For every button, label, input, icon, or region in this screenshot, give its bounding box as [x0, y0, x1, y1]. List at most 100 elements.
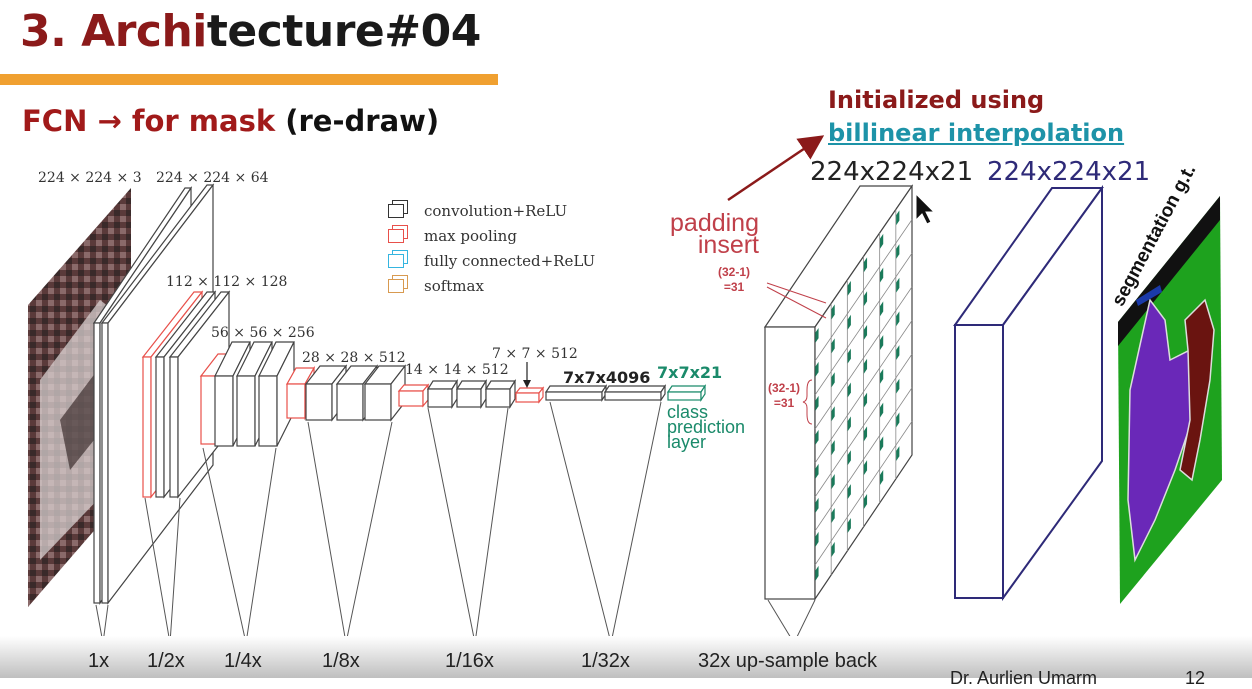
- inserted-value-dot: [896, 345, 900, 360]
- inserted-value-dot: [847, 484, 851, 500]
- author-credit: Dr. Aurlien Umarm: [950, 668, 1098, 688]
- inserted-value-dot: [896, 446, 900, 462]
- grid-line: [814, 286, 913, 430]
- class-prediction-label: class prediction layer: [667, 402, 746, 452]
- inserted-value-dot: [815, 565, 819, 581]
- inserted-value-dot: [847, 314, 851, 330]
- inserted-value-dot: [879, 368, 884, 384]
- inserted-value-dot: [815, 361, 819, 377]
- inserted-value-dot: [815, 429, 819, 445]
- inserted-value-dot: [863, 291, 868, 307]
- grid-line: [814, 219, 913, 362]
- subtitle-redraw: (re-draw): [285, 104, 440, 138]
- inserted-value-dot: [847, 382, 851, 398]
- scale-label-eighth: 1/8x: [322, 650, 360, 672]
- scale-label-half: 1/2x: [147, 650, 185, 672]
- inserted-value-dot: [863, 358, 868, 374]
- grid-line: [814, 320, 913, 464]
- legend-item-maxpool: max pooling: [388, 223, 595, 248]
- inserted-value-dot: [815, 497, 819, 513]
- inserted-value-dot: [863, 257, 868, 273]
- inserted-value-dot: [879, 267, 884, 283]
- inserted-value-dot: [896, 378, 900, 394]
- init-note-link: billinear interpolation: [828, 119, 1125, 147]
- pool1-blocks: [141, 290, 231, 499]
- pool3-blocks: [285, 364, 407, 422]
- grid-line: [814, 387, 913, 532]
- legend-swatch-conv: [388, 199, 408, 218]
- inserted-value-dot: [815, 463, 819, 479]
- dim-label-conv1: 224 × 224 × 64: [156, 170, 269, 186]
- inserted-value-dot: [879, 233, 884, 249]
- inserted-value-dot: [847, 280, 851, 296]
- inserted-value-dot: [847, 450, 851, 466]
- scale-label-quarter: 1/4x: [224, 650, 262, 672]
- dim-label-conv5: 14 × 14 × 512: [405, 362, 509, 378]
- inserted-value-dot: [815, 531, 819, 547]
- pool2-blocks: [199, 341, 295, 447]
- inserted-value-dot: [847, 348, 851, 364]
- legend-swatch-maxpool: [388, 224, 408, 243]
- grid-line: [814, 353, 913, 498]
- inserted-value-dot: [896, 311, 900, 327]
- padding-mid-value: (32-1) =31: [767, 381, 800, 410]
- class-prediction-block: [666, 384, 707, 402]
- slide-title: 3. Architecture#04: [20, 6, 481, 57]
- segmentation-gt-image: [1118, 196, 1222, 604]
- subtitle-fcn: FCN → for mask: [22, 104, 276, 138]
- inserted-value-dot: [831, 304, 835, 320]
- inserted-value-dot: [863, 426, 868, 442]
- legend-swatch-fc: [388, 249, 408, 268]
- inserted-value-dot: [896, 210, 900, 226]
- legend-item-softmax: softmax: [388, 273, 595, 298]
- dim-label-conv2: 112 × 112 × 128: [166, 274, 288, 290]
- dim-label-fc: 7x7x4096: [563, 368, 651, 387]
- inserted-value-dot: [831, 440, 835, 456]
- grid-line: [814, 253, 913, 396]
- legend: convolution+ReLU max pooling fully conne…: [388, 198, 595, 298]
- dim-label-conv4: 28 × 28 × 512: [302, 350, 406, 366]
- inserted-value-dots: [815, 210, 900, 581]
- inserted-value-dot: [879, 470, 884, 485]
- footer-bar: [0, 636, 1252, 678]
- result-volume: [953, 184, 1104, 602]
- init-arrow: [727, 135, 825, 202]
- inserted-value-dot: [879, 335, 884, 350]
- upsampled-volume: [763, 184, 914, 601]
- inserted-value-dot: [815, 327, 819, 343]
- padding-insert-label: padding insert: [670, 209, 759, 259]
- scale-label-sixteenth: 1/16x: [445, 650, 494, 672]
- inserted-value-dot: [896, 412, 900, 428]
- scale-label-1x: 1x: [88, 650, 110, 672]
- inserted-value-dot: [879, 436, 884, 452]
- inserted-value-dot: [863, 494, 868, 509]
- inserted-value-dot: [831, 338, 835, 354]
- inserted-value-dot: [815, 395, 819, 411]
- inserted-value-dot: [831, 474, 835, 490]
- fc-blocks: [544, 384, 667, 402]
- dim-label-conv3: 56 × 56 × 256: [211, 325, 315, 341]
- dim-label-pool5: 7 × 7 × 512: [492, 346, 578, 362]
- scale-label-thirtysecond: 1/32x: [581, 650, 630, 672]
- grid-line: [814, 421, 913, 566]
- dim-label-input: 224 × 224 × 3: [38, 170, 142, 186]
- inserted-value-dot: [879, 402, 884, 418]
- scale-label-upsample: 32x up-sample back: [698, 650, 877, 672]
- inserted-value-dot: [831, 541, 835, 557]
- inserted-value-dot: [896, 277, 900, 293]
- inserted-value-dot: [863, 460, 868, 476]
- inserted-value-dot: [831, 406, 835, 422]
- inserted-value-dot: [831, 507, 835, 523]
- inserted-value-dot: [863, 392, 868, 408]
- page-number: 12: [1185, 668, 1206, 688]
- init-note: Initialized using billinear interpolatio…: [828, 84, 1124, 150]
- inserted-value-dot: [847, 416, 851, 432]
- gt-dim-label: 224x224x21: [987, 157, 1151, 187]
- inserted-value-dot: [879, 301, 884, 317]
- slide-subtitle: FCN → for mask (re-draw): [22, 104, 439, 138]
- padding-pointers: [766, 282, 827, 425]
- init-note-line1: Initialized using: [828, 86, 1045, 114]
- padding-grid: [814, 209, 913, 575]
